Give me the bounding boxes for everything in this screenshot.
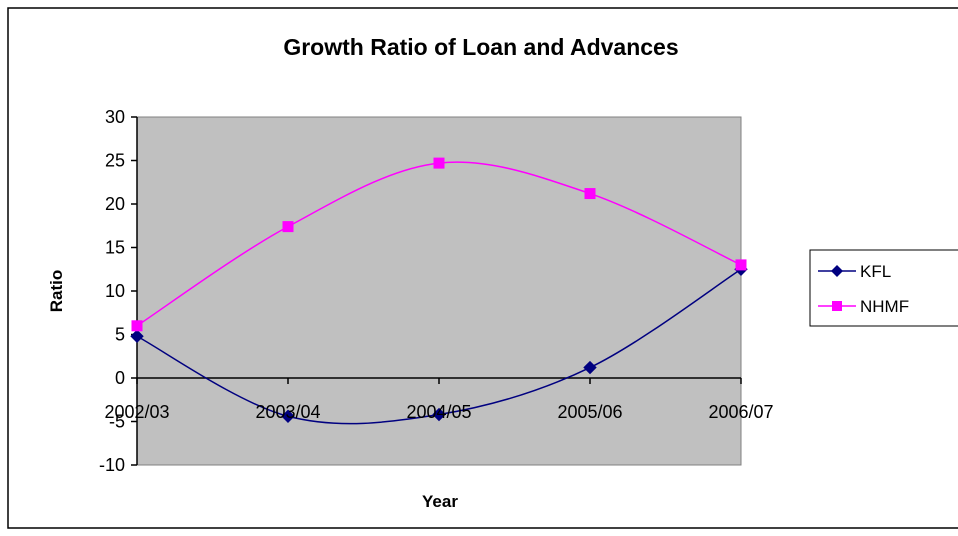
x-tick-label: 2003/04 (255, 402, 320, 422)
y-axis: -10 -5 0 5 10 15 20 25 30 (99, 107, 138, 475)
chart-title: Growth Ratio of Loan and Advances (283, 34, 678, 60)
x-tick-label: 2002/03 (104, 402, 169, 422)
data-point-nhmf (282, 221, 294, 233)
legend-label-nhmf: NHMF (860, 297, 909, 316)
legend-label-kfl: KFL (860, 262, 891, 281)
x-tick-label: 2004/05 (406, 402, 471, 422)
legend-items: KFL NHMF (818, 262, 909, 316)
x-tick-label: 2006/07 (708, 402, 773, 422)
data-point-kfl (583, 360, 597, 375)
series-layer: 2002/03 2003/04 2004/05 2005/06 2006/07 (104, 157, 774, 425)
x-tick-label: 2005/06 (557, 402, 622, 422)
y-tick-label: -10 (99, 455, 125, 475)
legend-marker-kfl (831, 265, 843, 277)
legend (809, 249, 958, 327)
data-point-kfl (281, 409, 295, 423)
data-point-nhmf (735, 259, 747, 271)
x-axis (136, 377, 742, 384)
y-tick-label: 0 (115, 368, 125, 388)
plot-area (136, 116, 742, 466)
data-point-nhmf (433, 157, 445, 169)
data-point-nhmf (584, 188, 596, 200)
legend-marker-nhmf (832, 301, 842, 311)
y-tick-label: 5 (115, 325, 125, 345)
y-tick-label: 25 (105, 151, 125, 171)
y-tick-label: 15 (105, 238, 125, 258)
y-axis-title: Ratio (47, 270, 66, 313)
data-point-kfl (130, 329, 144, 343)
data-point-kfl (432, 407, 446, 422)
data-point-nhmf (131, 320, 143, 332)
y-tick-label: 10 (105, 281, 125, 301)
y-tick-label: 20 (105, 194, 125, 214)
y-tick-label: -5 (109, 412, 125, 432)
x-axis-title: Year (422, 492, 458, 511)
y-tick-label: 30 (105, 107, 125, 127)
